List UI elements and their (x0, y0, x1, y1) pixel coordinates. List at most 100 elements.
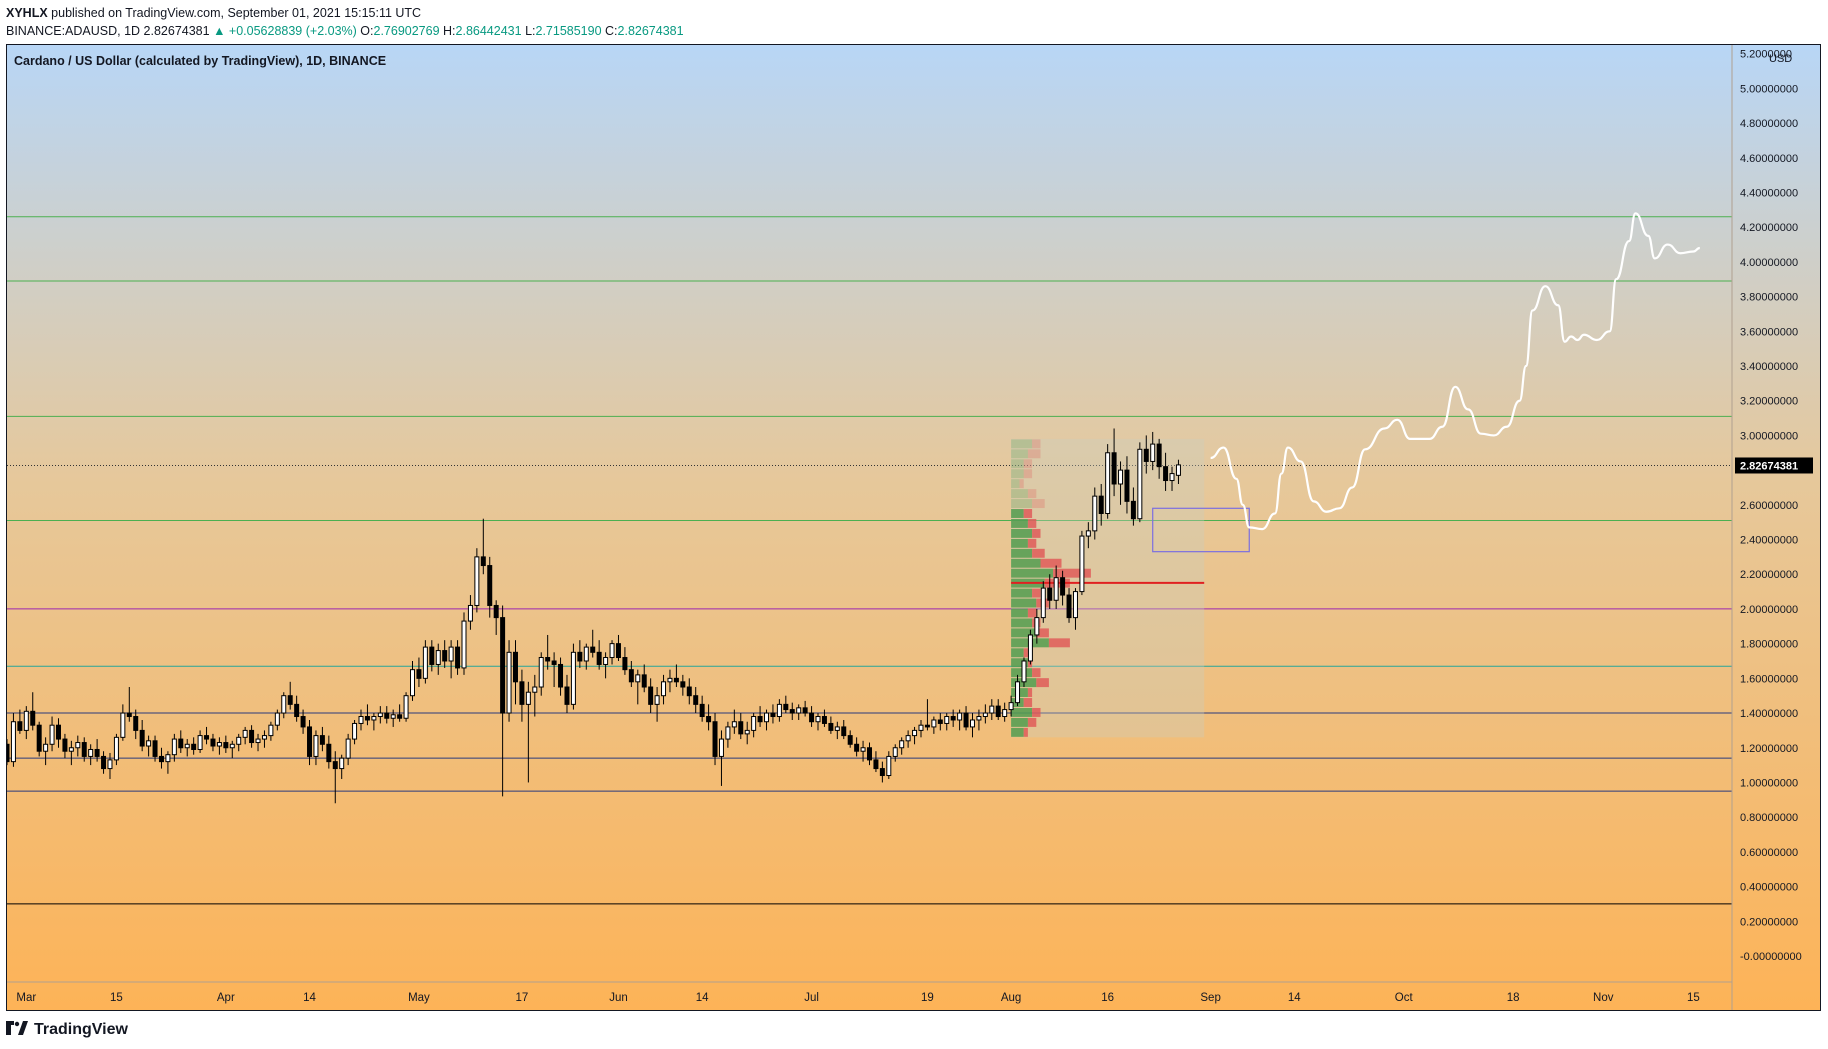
candle[interactable] (17, 721, 23, 731)
candle[interactable] (764, 712, 770, 723)
candle[interactable] (364, 716, 370, 721)
candle[interactable] (120, 712, 126, 738)
projection-path[interactable] (1210, 212, 1700, 531)
candle[interactable] (963, 712, 969, 728)
candle[interactable] (410, 669, 415, 697)
candle[interactable] (706, 716, 712, 723)
candle[interactable] (860, 747, 866, 752)
candle[interactable] (467, 604, 473, 622)
candle[interactable] (255, 738, 261, 744)
candle[interactable] (493, 604, 499, 619)
candle[interactable] (139, 729, 145, 747)
candle[interactable] (648, 686, 654, 705)
candle[interactable] (216, 742, 222, 747)
candle[interactable] (899, 740, 905, 749)
candle[interactable] (712, 721, 718, 757)
candle[interactable] (101, 755, 107, 770)
candle[interactable] (1111, 452, 1117, 485)
candle[interactable] (307, 726, 313, 757)
candle[interactable] (1163, 466, 1169, 482)
candle[interactable] (229, 743, 235, 749)
candle[interactable] (81, 742, 87, 757)
candle[interactable] (352, 722, 358, 740)
candle[interactable] (429, 646, 435, 665)
candle[interactable] (744, 729, 750, 735)
candle[interactable] (94, 748, 100, 757)
candle[interactable] (583, 646, 589, 662)
candle[interactable] (873, 759, 879, 770)
candle[interactable] (867, 747, 872, 761)
candle[interactable] (506, 651, 512, 714)
candle[interactable] (789, 709, 795, 714)
price-chart[interactable]: 5.2000000 5.00000000 4.80000000 4.60000000 4… (7, 45, 1820, 1010)
candle[interactable] (261, 735, 267, 740)
candle[interactable] (892, 747, 898, 757)
candle[interactable] (274, 712, 280, 726)
candle[interactable] (564, 686, 570, 705)
candle[interactable] (1092, 495, 1098, 532)
candle[interactable] (654, 695, 660, 705)
chart-frame[interactable]: 5.2000000 5.00000000 4.80000000 4.60000000 4… (6, 44, 1821, 1011)
candle[interactable] (500, 617, 506, 714)
candle[interactable] (236, 736, 242, 745)
candle[interactable] (113, 736, 119, 761)
candle[interactable] (1060, 577, 1066, 596)
candle[interactable] (969, 719, 975, 728)
candle[interactable] (512, 651, 518, 683)
candle[interactable] (1175, 464, 1181, 476)
candle[interactable] (1156, 443, 1162, 468)
candle[interactable] (88, 748, 94, 757)
candle[interactable] (1118, 469, 1124, 485)
candle[interactable] (615, 643, 621, 659)
candle[interactable] (49, 724, 55, 745)
candle[interactable] (332, 761, 338, 770)
candle[interactable] (249, 729, 255, 744)
candle[interactable] (184, 743, 190, 749)
candle[interactable] (950, 716, 956, 721)
publisher-name[interactable]: XYHLX (6, 6, 48, 20)
candle[interactable] (815, 716, 821, 723)
candle[interactable] (281, 695, 287, 714)
candle[interactable] (809, 712, 815, 723)
candle[interactable] (55, 724, 61, 740)
candle[interactable] (358, 716, 364, 724)
candle[interactable] (538, 657, 544, 688)
candle[interactable] (1040, 587, 1046, 619)
candle[interactable] (590, 646, 596, 653)
candle[interactable] (23, 710, 29, 731)
candle[interactable] (551, 660, 557, 665)
candle[interactable] (1169, 473, 1175, 482)
candle[interactable] (1150, 443, 1156, 462)
candle[interactable] (751, 716, 757, 731)
candle[interactable] (287, 695, 293, 705)
candle[interactable] (165, 754, 171, 763)
candle[interactable] (558, 663, 564, 688)
candle[interactable] (455, 646, 461, 669)
candle[interactable] (924, 724, 930, 728)
candle[interactable] (957, 712, 963, 721)
candle[interactable] (982, 712, 988, 718)
candle[interactable] (834, 726, 840, 731)
candle[interactable] (1143, 448, 1149, 462)
candle[interactable] (1002, 709, 1008, 718)
candle[interactable] (10, 721, 16, 763)
candle[interactable] (377, 712, 383, 718)
candle[interactable] (191, 743, 197, 750)
candle[interactable] (171, 738, 177, 756)
candle[interactable] (1015, 681, 1021, 704)
candle[interactable] (757, 716, 763, 723)
candle[interactable] (7, 743, 10, 763)
candle[interactable] (152, 740, 158, 757)
candle[interactable] (577, 651, 583, 662)
candle[interactable] (1085, 530, 1091, 537)
candle[interactable] (699, 703, 705, 718)
candle[interactable] (905, 735, 911, 742)
candle[interactable] (635, 674, 641, 683)
candle[interactable] (30, 710, 36, 726)
candle[interactable] (603, 657, 609, 665)
candle[interactable] (422, 646, 428, 679)
candle[interactable] (596, 651, 602, 665)
candle[interactable] (461, 620, 467, 669)
candle[interactable] (802, 707, 808, 714)
candle[interactable] (828, 722, 834, 731)
